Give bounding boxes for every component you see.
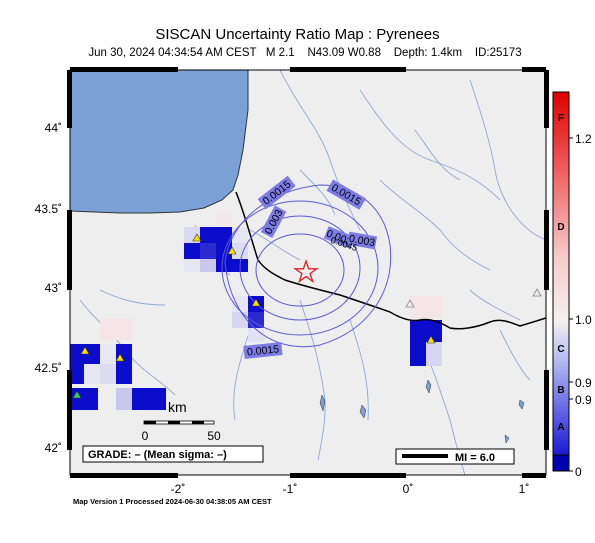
border-line xyxy=(235,191,546,330)
contour-label: 0.0015 xyxy=(246,343,279,358)
lat-tick-label: 43˚ xyxy=(45,281,62,295)
sea-area xyxy=(70,70,249,214)
lon-tick-label: 0˚ xyxy=(403,482,414,496)
contour-label: 0.003 xyxy=(348,233,376,249)
legend-value: 1.2 xyxy=(575,132,592,146)
scale-unit: km xyxy=(168,399,187,415)
grade-letter: D xyxy=(557,222,564,233)
triangle-icon xyxy=(192,233,202,242)
lon-tick-label: 1˚ xyxy=(519,482,530,496)
mi-text: MI = 6.0 xyxy=(455,452,495,464)
legend-value: 0.9 xyxy=(575,393,592,407)
grade-box: GRADE: – (Mean sigma: –) xyxy=(82,445,264,463)
triangle-icon xyxy=(80,346,90,355)
triangle-icon xyxy=(72,390,82,399)
legend-value: 0 xyxy=(575,465,582,479)
triangle-icon xyxy=(426,335,436,344)
legend-value: 0.9 xyxy=(575,376,592,390)
triangle-icon xyxy=(405,299,415,308)
stations xyxy=(72,233,542,399)
scale-tick: 0 xyxy=(142,429,149,443)
grade-text: GRADE: – (Mean sigma: –) xyxy=(88,449,227,461)
triangle-icon xyxy=(227,246,237,255)
grade-letter: C xyxy=(557,344,564,355)
lat-axis: 44˚ 43.5˚ 43˚ 42.5˚ 42˚ xyxy=(35,121,62,455)
lat-tick-label: 42.5˚ xyxy=(35,361,62,375)
grade-letter: A xyxy=(557,422,564,433)
grade-letter: F xyxy=(558,113,564,124)
lon-tick-label: -2˚ xyxy=(171,482,186,496)
processing-footer: Map Version 1 Processed 2024-06-30 04:38… xyxy=(73,497,272,506)
map-frame xyxy=(67,67,549,478)
triangle-icon xyxy=(532,288,542,297)
reservoirs xyxy=(319,379,525,444)
legend-value: 1.0 xyxy=(575,313,592,327)
scale-bar: km 0 50 xyxy=(142,399,221,443)
scale-tick: 50 xyxy=(207,429,221,443)
map-title: SISCAN Uncertainty Ratio Map : Pyrenees xyxy=(155,26,440,43)
map-subtitle: Jun 30, 2024 04:34:54 AM CEST M 2.1 N43.… xyxy=(88,47,522,59)
mi-box: MI = 6.0 xyxy=(395,448,515,465)
grade-letter: B xyxy=(557,385,564,396)
map-area: 0.0015 0.0015 0.003 0.003 0.003 0.0045 xyxy=(70,70,546,475)
triangle-icon xyxy=(251,298,261,307)
color-legend: F D C B A 1.2 1.0 0.9 0.9 0 xyxy=(552,91,592,479)
lat-tick-label: 44˚ xyxy=(45,121,62,135)
lat-tick-label: 43.5˚ xyxy=(35,202,62,216)
triangle-icon xyxy=(115,353,125,362)
star-icon xyxy=(293,258,319,284)
lat-tick-label: 42˚ xyxy=(45,441,62,455)
lon-axis: -2˚ -1˚ 0˚ 1˚ xyxy=(171,482,530,496)
lon-tick-label: -1˚ xyxy=(283,482,298,496)
